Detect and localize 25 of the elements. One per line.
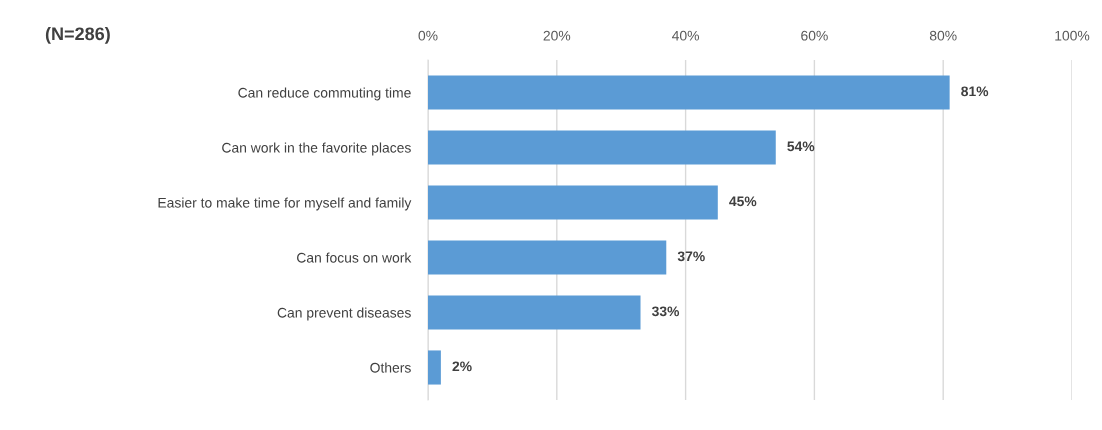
x-tick-label: 80% [929,30,957,41]
y-tick-label: Can focus on work [297,252,412,263]
y-tick-label: Others [370,362,411,373]
bar [428,185,718,220]
data-label: 37% [677,251,705,262]
data-label: 81% [961,86,989,97]
x-tick-label: 60% [801,30,828,41]
data-label: 33% [651,306,680,317]
x-tick-label: 100% [1055,30,1090,41]
y-tick-label: Can prevent diseases [277,307,411,321]
bar [428,75,950,110]
x-tick-label: 20% [543,30,571,41]
x-tick-label: 40% [672,30,700,41]
bar [428,350,441,385]
data-label: 54% [787,141,815,152]
y-tick-label: Can reduce commuting time [238,87,411,101]
bar [428,295,641,330]
y-tick-label: Can work in the favorite places [222,142,411,156]
y-tick-label: Easier to make time for myself and family [158,197,412,211]
data-label: 2% [452,361,472,372]
bar [428,130,776,165]
bar [428,240,667,275]
text: (N=286) [45,26,110,44]
x-tick-label: 0% [418,30,438,41]
data-label: 45% [729,196,757,207]
